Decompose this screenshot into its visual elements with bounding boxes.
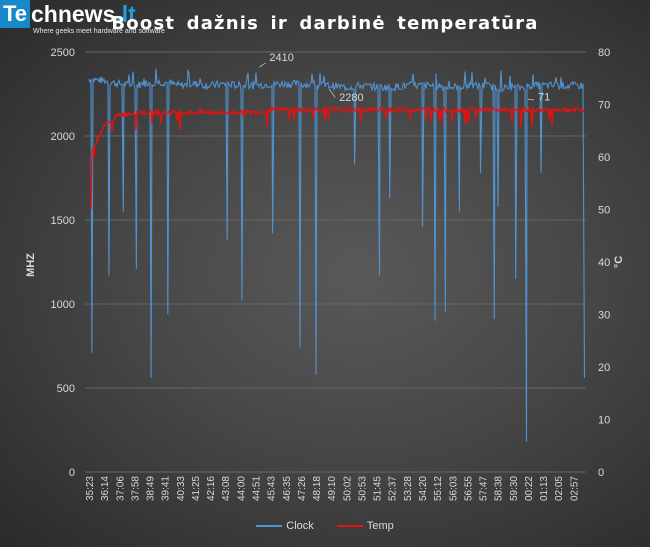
x-tick-label: 42:16 [206, 476, 217, 501]
logo-word-tld: .lt [115, 1, 136, 27]
legend-label-clock: Clock [286, 520, 314, 532]
left-tick-label: 2000 [51, 131, 75, 143]
x-tick-label: 36:14 [100, 476, 111, 501]
x-tick-label: 55:12 [433, 476, 444, 501]
right-axis-label: °C [613, 256, 625, 268]
x-tick-label: 44:00 [236, 476, 247, 501]
logo-mark: Te [0, 0, 30, 28]
left-tick-label: 500 [57, 383, 75, 395]
x-tick-label: 00:22 [524, 476, 535, 501]
logo-word-main: chnews [31, 1, 116, 27]
x-tick-label: 56:55 [463, 476, 474, 501]
logo-tagline: Where geeks meet hardware and software [33, 28, 165, 35]
left-tick-label: 1000 [51, 299, 75, 311]
legend-swatch-clock [256, 525, 283, 528]
right-tick-label: 60 [598, 152, 610, 164]
right-tick-label: 0 [598, 467, 604, 479]
x-tick-label: 51:45 [373, 476, 384, 501]
site-logo[interactable]: Te chnews.lt Where geeks meet hardware a… [0, 0, 165, 36]
right-tick-label: 80 [598, 47, 610, 59]
left-tick-label: 2500 [51, 47, 75, 59]
data-label-71: 71 [538, 91, 550, 103]
right-tick-label: 70 [598, 100, 610, 112]
x-tick-label: 48:18 [312, 476, 323, 501]
x-tick-label: 37:58 [130, 476, 141, 501]
data-label-2410-leader [259, 62, 266, 68]
x-tick-label: 02:57 [569, 476, 580, 501]
x-tick-label: 57:47 [479, 476, 490, 501]
series [88, 68, 586, 442]
x-tick-label: 46:35 [282, 476, 293, 501]
data-label-71-leader [527, 98, 535, 101]
left-axis-ticks: 0 500 1000 1500 2000 2500 [51, 47, 75, 479]
data-label-2280: 2280 [339, 92, 363, 104]
legend-label-temp: Temp [366, 520, 394, 532]
right-tick-label: 40 [598, 257, 610, 269]
legend-item-clock: Clock [256, 520, 314, 532]
legend-item-temp: Temp [336, 520, 394, 532]
x-tick-label: 58:38 [494, 476, 505, 501]
x-tick-label: 45:43 [267, 476, 278, 501]
x-tick-label: 01:13 [539, 476, 550, 501]
x-axis-ticks: 35:23 36:14 37:06 37:58 38:49 39:41 40:33 41:25… [85, 476, 580, 501]
x-tick-label: 02:05 [554, 476, 565, 501]
legend-swatch-temp [336, 525, 363, 528]
right-tick-label: 50 [598, 205, 610, 217]
data-label-2410: 2410 [269, 52, 293, 64]
x-tick-label: 56:03 [448, 476, 459, 501]
x-tick-label: 35:23 [85, 476, 96, 501]
x-tick-label: 47:26 [297, 476, 308, 501]
x-tick-label: 49:10 [327, 476, 338, 501]
left-axis-label: MHZ [25, 253, 37, 277]
logo-wordmark: chnews.lt [31, 1, 136, 28]
x-tick-label: 53:28 [403, 476, 414, 501]
chart-title: Boost dažnis ir darbinė temperatūra [111, 13, 539, 34]
x-tick-label: 39:41 [161, 476, 172, 501]
right-tick-label: 10 [598, 415, 610, 427]
left-tick-label: 1500 [51, 215, 75, 227]
x-tick-label: 40:33 [176, 476, 187, 501]
x-tick-label: 54:20 [418, 476, 429, 501]
x-tick-label: 37:06 [115, 476, 126, 501]
series-line-temp [90, 105, 585, 210]
legend: Clock Temp [0, 520, 650, 532]
x-tick-label: 43:08 [221, 476, 232, 501]
x-tick-label: 44:51 [251, 476, 262, 501]
x-tick-label: 59:30 [509, 476, 520, 501]
x-tick-label: 52:37 [388, 476, 399, 501]
data-label-2280-leader [328, 88, 336, 98]
x-tick-label: 38:49 [146, 476, 157, 501]
series-line-clock [88, 68, 586, 442]
right-tick-label: 20 [598, 362, 610, 374]
x-tick-label: 50:02 [342, 476, 353, 501]
right-tick-label: 30 [598, 310, 610, 322]
right-axis-ticks: 0 10 20 30 40 50 60 70 80 [598, 47, 610, 479]
x-tick-label: 41:25 [191, 476, 202, 501]
x-tick-label: 50:53 [357, 476, 368, 501]
annotations: 2410 2280 71 [259, 52, 550, 104]
left-tick-label: 0 [69, 467, 75, 479]
